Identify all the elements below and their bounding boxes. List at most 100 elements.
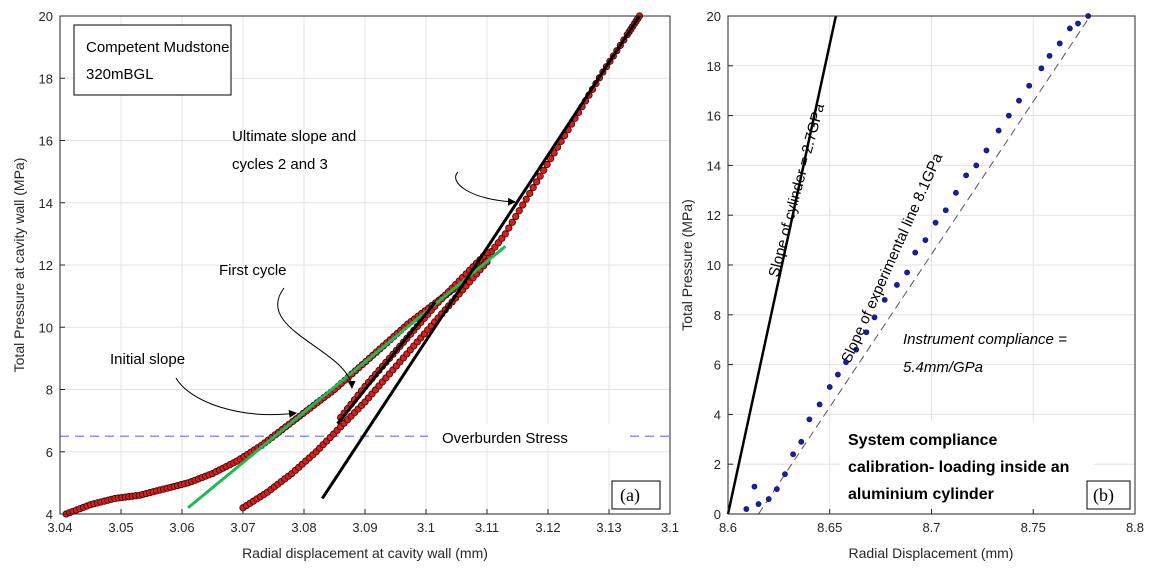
data-point [807, 417, 812, 422]
data-point [516, 208, 522, 214]
x-tick-label: 3.11 [475, 520, 499, 535]
y-tick-label: 12 [39, 258, 53, 273]
panel-a-letter: (a) [620, 485, 640, 506]
x-tick-label: 3.05 [108, 520, 133, 535]
data-point [774, 487, 779, 492]
x-tick-label: 8.7 [922, 520, 940, 535]
data-point [520, 202, 526, 208]
y-tick-label: 6 [46, 445, 53, 460]
data-point [527, 190, 533, 196]
data-point [1027, 83, 1032, 88]
site-info-line-2: 320mBGL [86, 66, 154, 83]
first-cycle-label: First cycle [219, 262, 287, 279]
system-compliance-label-2: calibration- loading inside an [848, 459, 1069, 476]
y-tick-label: 18 [707, 59, 721, 74]
data-point [923, 238, 928, 243]
panel-b-y-axis-label: Total Pressure (MPa) [679, 199, 695, 330]
data-point [933, 220, 938, 225]
data-point [523, 196, 529, 202]
y-tick-label: 0 [714, 507, 721, 522]
initial-slope-label: Initial slope [110, 351, 185, 368]
y-tick-label: 6 [714, 358, 721, 373]
y-tick-label: 4 [46, 507, 53, 522]
data-point [1057, 41, 1062, 46]
data-point [953, 190, 958, 195]
x-tick-label: 3.08 [291, 520, 316, 535]
data-point [904, 270, 909, 275]
data-point [533, 179, 539, 185]
data-point [756, 501, 761, 506]
data-point [744, 506, 749, 511]
data-point [913, 250, 918, 255]
x-tick-label: 3.07 [230, 520, 255, 535]
y-tick-label: 12 [707, 208, 721, 223]
data-point [1039, 66, 1044, 71]
data-point [537, 173, 543, 179]
system-compliance-label-1: System compliance [848, 432, 998, 449]
instrument-compliance-label-1: Instrument compliance = [903, 331, 1067, 348]
panel-b-x-axis-label: Radial Displacement (mm) [849, 545, 1014, 561]
y-tick-label: 4 [714, 407, 721, 422]
y-tick-label: 18 [39, 71, 53, 86]
data-point [509, 219, 515, 225]
y-tick-label: 14 [39, 196, 53, 211]
y-tick-label: 20 [39, 9, 53, 24]
site-info-box: Competent Mudstone 320mBGL [74, 25, 231, 95]
data-point [1006, 113, 1011, 118]
y-tick-label: 16 [39, 134, 53, 149]
data-point [782, 472, 787, 477]
y-tick-label: 8 [714, 308, 721, 323]
data-point [752, 484, 757, 489]
data-point [1016, 98, 1021, 103]
data-point [766, 496, 771, 501]
x-tick-label: 8.65 [817, 520, 842, 535]
data-point [540, 167, 546, 173]
data-point [974, 163, 979, 168]
data-point [817, 402, 822, 407]
x-tick-label: 8.75 [1021, 520, 1046, 535]
y-tick-label: 16 [707, 109, 721, 124]
y-tick-label: 8 [46, 383, 53, 398]
data-point [1075, 21, 1080, 26]
ultimate-slope-label-2: cycles 2 and 3 [232, 156, 328, 173]
y-tick-label: 10 [707, 258, 721, 273]
y-tick-label: 20 [707, 9, 721, 24]
data-point [530, 184, 536, 190]
data-point [513, 213, 519, 219]
data-point [506, 225, 512, 231]
x-tick-label: 3.04 [47, 520, 72, 535]
y-tick-label: 2 [714, 457, 721, 472]
data-point [502, 231, 508, 237]
x-tick-label: 8.8 [1126, 520, 1144, 535]
data-point [943, 208, 948, 213]
data-point [799, 439, 804, 444]
data-point [894, 282, 899, 287]
x-tick-label: 3.09 [352, 520, 377, 535]
panel-a-chart: 3.04 3.05 3.06 3.07 3.08 3.09 3.1 3.11 3.12 3.13 3… [11, 9, 679, 561]
x-tick-label: 3.13 [596, 520, 621, 535]
x-tick-label: 3.06 [169, 520, 194, 535]
x-tick-label: 8.6 [719, 520, 737, 535]
overburden-stress-label: Overburden Stress [442, 430, 568, 447]
x-tick-label: 3.1 [417, 520, 435, 535]
x-tick-label: 3.12 [535, 520, 560, 535]
panel-a-y-axis-label: Total Pressure at cavity wall (MPa) [11, 158, 27, 373]
y-tick-label: 14 [707, 158, 721, 173]
data-point [791, 452, 796, 457]
ultimate-slope-label-1: Ultimate slope and [232, 128, 356, 145]
site-info-line-1: Competent Mudstone [86, 39, 229, 56]
y-tick-label: 10 [39, 320, 53, 335]
data-point [1067, 26, 1072, 31]
data-point [963, 173, 968, 178]
instrument-compliance-label-2: 5.4mm/GPa [903, 359, 983, 376]
data-point [827, 384, 832, 389]
data-point [1047, 53, 1052, 58]
x-tick-label: 3.1 [661, 520, 679, 535]
data-point [835, 372, 840, 377]
data-point [996, 128, 1001, 133]
system-compliance-label-3: aluminium cylinder [848, 486, 994, 503]
data-point [984, 148, 989, 153]
panel-b-letter: (b) [1093, 485, 1114, 506]
